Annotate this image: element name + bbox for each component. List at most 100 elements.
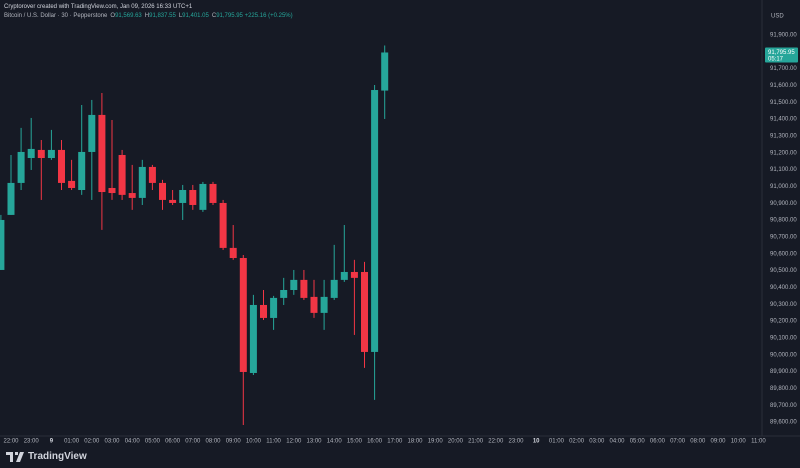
countdown: 05:17 bbox=[768, 57, 784, 63]
caption: Cryptorover created with TradingView.com… bbox=[4, 4, 193, 10]
candle-body bbox=[169, 199, 177, 203]
candle-body bbox=[219, 202, 227, 248]
x-tick-label: 01:00 bbox=[549, 439, 565, 445]
y-tick-label: 91,400.00 bbox=[770, 117, 797, 123]
x-tick-label: 9 bbox=[50, 439, 54, 445]
watermark: TradingView bbox=[6, 451, 87, 462]
y-tick-label: 90,000.00 bbox=[770, 352, 797, 358]
legend-value: 91,795.95 bbox=[216, 13, 243, 19]
x-tick-label: 10:00 bbox=[731, 439, 747, 445]
candle-body bbox=[47, 149, 55, 159]
legend-key: O bbox=[110, 13, 116, 19]
x-tick-label: 11:00 bbox=[266, 439, 281, 445]
y-tick-label: 90,100.00 bbox=[770, 336, 797, 342]
brand: TradingView bbox=[28, 451, 87, 462]
y-tick-label: 89,700.00 bbox=[770, 403, 797, 409]
y-tick-label: 91,100.00 bbox=[770, 167, 797, 173]
candle-body bbox=[371, 90, 379, 352]
logo bbox=[6, 451, 24, 462]
candle-body bbox=[37, 149, 45, 159]
legend-key: L bbox=[178, 13, 183, 19]
x-tick-label: 01:00 bbox=[64, 439, 80, 445]
x-tick-label: 14:00 bbox=[327, 439, 343, 445]
x-tick-label: 02:00 bbox=[84, 439, 100, 445]
candle-body bbox=[280, 289, 288, 298]
legend: Cryptorover created with TradingView.com… bbox=[4, 3, 293, 21]
candle-body bbox=[128, 193, 136, 198]
x-tick-label: 05:00 bbox=[145, 439, 161, 445]
candle-body bbox=[300, 279, 308, 298]
y-tick-label: 91,500.00 bbox=[770, 100, 797, 106]
x-tick-label: 12:00 bbox=[286, 439, 302, 445]
x-tick-label: 09:00 bbox=[226, 439, 242, 445]
x-tick-label: 18:00 bbox=[407, 439, 423, 445]
x-tick-label: 19:00 bbox=[428, 439, 444, 445]
y-tick-label: 91,300.00 bbox=[770, 134, 797, 140]
candle-body bbox=[78, 151, 86, 191]
candle-body bbox=[320, 296, 328, 313]
legend-value: 91,837.55 bbox=[149, 13, 176, 19]
candle-body bbox=[340, 271, 348, 280]
candle-body bbox=[189, 190, 197, 205]
x-tick-label: 22:00 bbox=[488, 439, 504, 445]
x-tick-label: 07:00 bbox=[670, 439, 686, 445]
y-tick-label: 90,700.00 bbox=[770, 235, 797, 241]
y-tick-label: 91,000.00 bbox=[770, 184, 797, 190]
x-tick-label: 22:00 bbox=[3, 439, 19, 445]
change: +225.16 (+0.25%) bbox=[244, 13, 293, 19]
x-tick-label: 03:00 bbox=[589, 439, 605, 445]
x-tick-label: 06:00 bbox=[165, 439, 181, 445]
y-tick-label: 90,900.00 bbox=[770, 201, 797, 207]
x-tick-label: 10:00 bbox=[246, 439, 262, 445]
x-tick-label: 04:00 bbox=[125, 439, 141, 445]
symbol: Bitcoin / U.S. Dollar · 30 · Pepperstone bbox=[4, 13, 108, 19]
ohlc-legend: Bitcoin / U.S. Dollar · 30 · Pepperstone… bbox=[4, 12, 293, 21]
legend-value: 91,569.63 bbox=[115, 13, 142, 19]
candle-body bbox=[108, 187, 116, 194]
candle-body bbox=[17, 151, 25, 183]
y-tick-label: 90,200.00 bbox=[770, 319, 797, 325]
y-tick-label: 91,900.00 bbox=[770, 33, 797, 39]
candle-body bbox=[381, 52, 389, 91]
x-tick-label: 05:00 bbox=[630, 439, 646, 445]
candle-body bbox=[330, 279, 338, 298]
x-tick-label: 21:00 bbox=[468, 439, 484, 445]
x-tick-label: 16:00 bbox=[367, 439, 383, 445]
x-tick-label: 03:00 bbox=[104, 439, 120, 445]
candle-body bbox=[310, 296, 318, 313]
x-tick-label: 17:00 bbox=[387, 439, 403, 445]
y-tick-label: 90,600.00 bbox=[770, 251, 797, 257]
x-tick-label: 23:00 bbox=[24, 439, 40, 445]
candle-body bbox=[118, 154, 126, 195]
candle-body bbox=[68, 180, 76, 188]
x-tick-label: 02:00 bbox=[569, 439, 585, 445]
x-tick-label: 15:00 bbox=[347, 439, 363, 445]
y-tick-label: 90,400.00 bbox=[770, 285, 797, 291]
x-tick-label: 04:00 bbox=[609, 439, 625, 445]
candle-body bbox=[270, 297, 278, 318]
candle-body bbox=[199, 183, 207, 210]
candle-body bbox=[98, 114, 106, 193]
candle-body bbox=[350, 271, 358, 278]
y-tick-label: 89,800.00 bbox=[770, 386, 797, 392]
x-tick-label: 23:00 bbox=[508, 439, 524, 445]
x-tick-label: 06:00 bbox=[650, 439, 666, 445]
last-price-box bbox=[765, 47, 798, 63]
y-tick-label: 91,700.00 bbox=[770, 66, 797, 72]
y-tick-label: 89,900.00 bbox=[770, 369, 797, 375]
x-tick-label: 08:00 bbox=[690, 439, 706, 445]
legend-key: C bbox=[211, 13, 217, 19]
y-tick-label: 90,300.00 bbox=[770, 302, 797, 308]
last-price-label: 91,795.95 bbox=[768, 50, 795, 56]
x-tick-label: 20:00 bbox=[448, 439, 464, 445]
candle-body bbox=[361, 271, 368, 352]
legend-key: H bbox=[144, 13, 150, 19]
candle-body bbox=[159, 182, 166, 200]
y-tick-label: 90,500.00 bbox=[770, 268, 797, 274]
x-tick-label: 13:00 bbox=[306, 439, 322, 445]
currency: USD bbox=[771, 14, 784, 20]
candle-body bbox=[58, 149, 65, 183]
x-tick-label: 07:00 bbox=[185, 439, 201, 445]
